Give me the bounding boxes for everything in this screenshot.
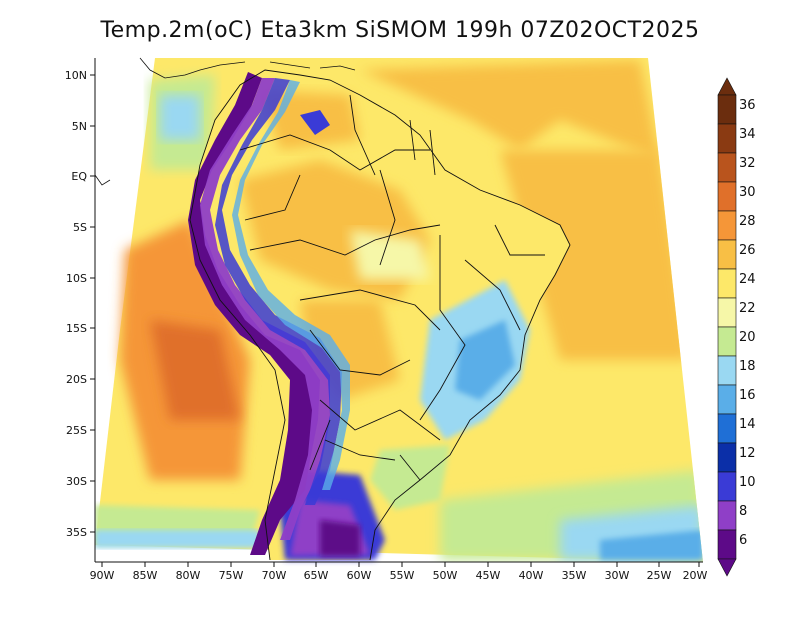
lat-label: 20S xyxy=(66,373,87,386)
colorbar-swatch xyxy=(717,384,737,415)
colorbar-label: 36 xyxy=(739,98,756,113)
lat-label: 10N xyxy=(65,69,87,82)
lon-label: 80W xyxy=(176,569,201,582)
lat-label: 15S xyxy=(66,322,87,335)
colorbar-swatch xyxy=(717,442,737,473)
lon-label: 65W xyxy=(304,569,329,582)
lon-label: 50W xyxy=(433,569,458,582)
colorbar-swatch xyxy=(717,152,737,183)
colorbar-swatch xyxy=(717,239,737,270)
map-title: Temp.2m(oC) Eta3km SiSMOM 199h 07Z02OCT2… xyxy=(100,18,700,43)
lat-label: 5S xyxy=(73,221,87,234)
lon-label: 75W xyxy=(219,569,244,582)
lon-label: 30W xyxy=(605,569,630,582)
colorbar-label: 24 xyxy=(739,272,756,287)
lon-label: 45W xyxy=(476,569,501,582)
temperature-field xyxy=(94,57,703,562)
colorbar-swatch xyxy=(717,529,737,560)
lat-label: 35S xyxy=(66,526,87,539)
colorbar-label: 14 xyxy=(739,417,756,432)
lon-label: 60W xyxy=(347,569,372,582)
colorbar-min-arrow xyxy=(717,558,737,577)
colorbar-swatch xyxy=(717,326,737,357)
colorbar-label: 8 xyxy=(739,504,747,519)
lon-label: 40W xyxy=(519,569,544,582)
colorbar-swatch xyxy=(717,268,737,299)
colorbar-label: 28 xyxy=(739,214,756,229)
lon-label: 55W xyxy=(390,569,415,582)
colorbar-label: 16 xyxy=(739,388,756,403)
lat-label: 30S xyxy=(66,475,87,488)
country-borders xyxy=(189,69,571,561)
lon-label: 90W xyxy=(90,569,115,582)
colorbar-swatch xyxy=(717,181,737,212)
lat-label: EQ xyxy=(71,170,87,183)
lon-label: 70W xyxy=(262,569,287,582)
lat-label: 10S xyxy=(66,272,87,285)
colorbar-label: 12 xyxy=(739,446,756,461)
colorbar-label: 22 xyxy=(739,301,756,316)
colorbar-label: 30 xyxy=(739,185,756,200)
colorbar-swatch xyxy=(717,500,737,531)
colorbar-swatch xyxy=(717,123,737,154)
colorbar-swatch xyxy=(717,210,737,241)
latitude-axis: 10N 5N EQ 5S 10S 15S 20S 25S 30S 35S xyxy=(65,69,95,539)
colorbar-label: 20 xyxy=(739,330,756,345)
lat-label: 25S xyxy=(66,424,87,437)
colorbar-swatch xyxy=(717,355,737,386)
colorbar-swatch xyxy=(717,297,737,328)
colorbar-max-arrow xyxy=(717,77,737,96)
longitude-axis: 90W 85W 80W 75W 70W 65W 60W 55W 50W 45W … xyxy=(90,562,708,582)
colorbar-swatch xyxy=(717,94,737,125)
lon-label: 35W xyxy=(562,569,587,582)
map-frame xyxy=(94,58,703,563)
colorbar-label: 26 xyxy=(739,243,756,258)
lon-label: 20W xyxy=(683,569,708,582)
lat-label: 5N xyxy=(72,120,87,133)
colorbar-label: 10 xyxy=(739,475,756,490)
south-america-land xyxy=(190,70,570,560)
colorbar-label: 6 xyxy=(739,533,747,548)
colorbar-swatch xyxy=(717,413,737,444)
lon-label: 85W xyxy=(133,569,158,582)
colorbar-swatch xyxy=(717,471,737,502)
colorbar-label: 32 xyxy=(739,156,756,171)
colorbar-label: 18 xyxy=(739,359,756,374)
colorbar-label: 34 xyxy=(739,127,756,142)
colorbar: 36 34 32 30 28 26 24 22 20 18 16 14 12 10 8 6 xyxy=(717,77,756,577)
lon-label: 25W xyxy=(647,569,672,582)
